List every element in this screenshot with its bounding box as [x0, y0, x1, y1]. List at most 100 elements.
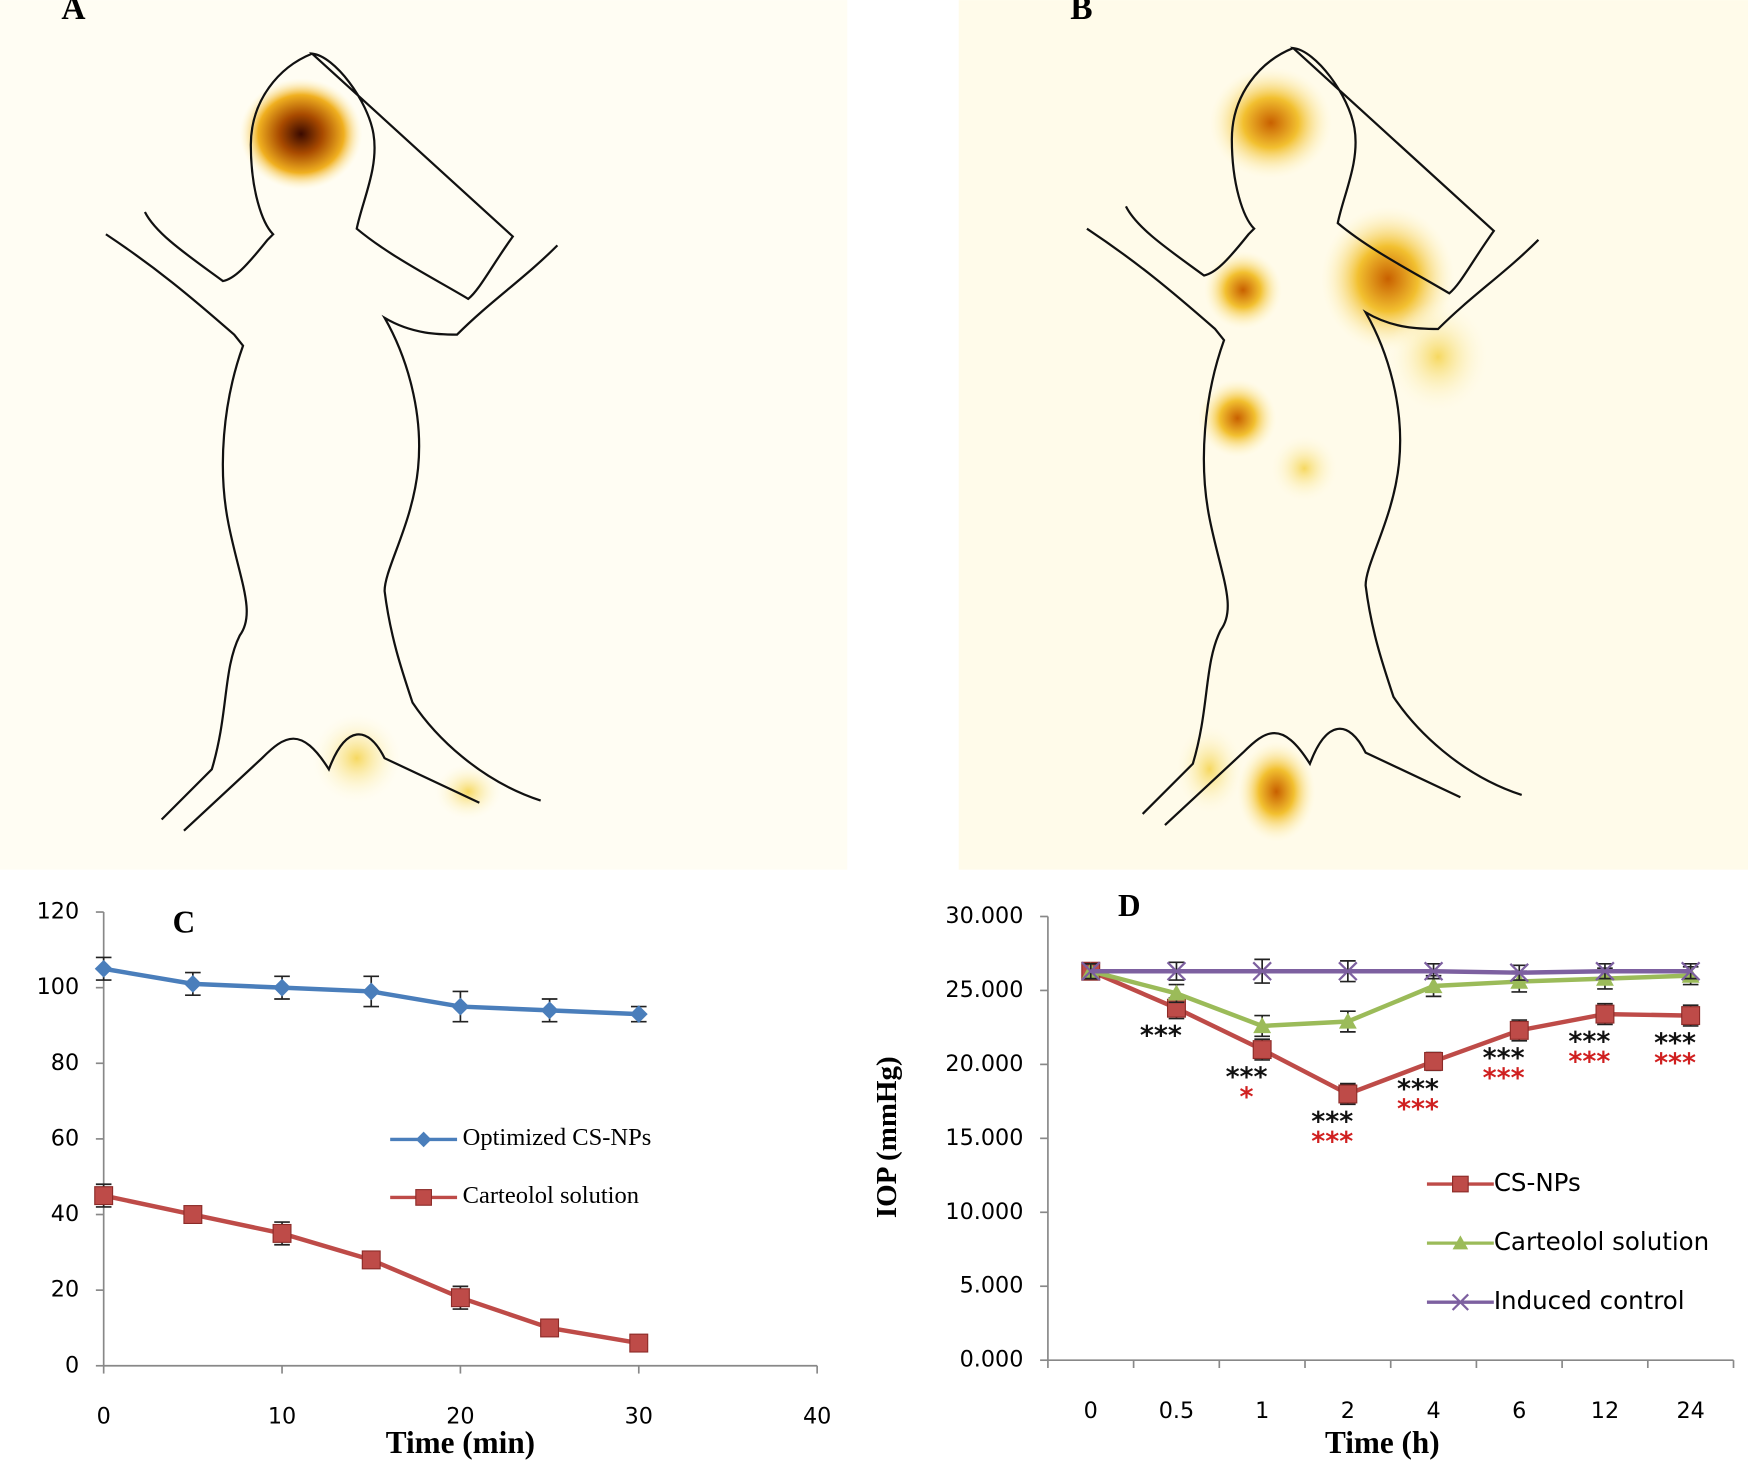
- y-tick-label: 20: [51, 1277, 79, 1303]
- marker: [183, 1205, 203, 1224]
- y-tick-label: 100: [37, 974, 80, 1000]
- panel-label: A: [61, 0, 85, 27]
- marker: [1595, 961, 1615, 981]
- marker: [1595, 1004, 1615, 1024]
- x-tick-label: 24: [1676, 1398, 1704, 1424]
- y-tick-label: 15.000: [945, 1125, 1023, 1151]
- marker: [362, 982, 381, 1001]
- marker: [1681, 1006, 1701, 1026]
- significance-mark: ***: [1397, 1074, 1439, 1105]
- spot: [434, 763, 502, 820]
- significance-mark: ***: [1397, 1094, 1439, 1125]
- panel-a-image: [0, 0, 848, 870]
- marker: [1166, 961, 1187, 981]
- chart-title: C: [173, 905, 196, 940]
- x-tick-label: 1: [1255, 1398, 1269, 1424]
- significance-mark: ***: [1311, 1106, 1353, 1137]
- hot-spot: [239, 78, 363, 190]
- spot: [1209, 67, 1333, 179]
- spot: [1198, 379, 1277, 458]
- x-tick-label: 10: [268, 1404, 296, 1430]
- series-line: [1089, 969, 1691, 1097]
- marker: [415, 1189, 432, 1206]
- x-tick-label: 12: [1591, 1398, 1619, 1424]
- marker: [1680, 961, 1701, 981]
- significance-mark: ***: [1654, 1028, 1696, 1059]
- y-tick-label: 10.000: [945, 1199, 1023, 1225]
- marker: [1253, 1017, 1272, 1034]
- marker: [1338, 961, 1358, 981]
- marker: [540, 1318, 560, 1338]
- marker: [361, 1250, 381, 1270]
- significance-mark: ***: [1483, 1043, 1525, 1074]
- y-axis-label: IOP (mmHg): [871, 1056, 903, 1218]
- significance-mark: ***: [1568, 1027, 1610, 1058]
- spot: [312, 713, 402, 803]
- y-tick-label: 80: [51, 1050, 79, 1076]
- y-tick-label: 25.000: [945, 977, 1023, 1003]
- y-tick-label: 5.000: [960, 1273, 1024, 1299]
- spot: [1176, 724, 1243, 814]
- marker: [183, 974, 202, 993]
- image-background: [0, 0, 848, 870]
- x-tick-label: 0.5: [1159, 1398, 1194, 1424]
- x-tick-label: 2: [1341, 1398, 1355, 1424]
- y-tick-label: 120: [37, 899, 80, 925]
- marker: [1451, 1293, 1469, 1311]
- marker: [1509, 962, 1529, 983]
- spot: [1387, 301, 1489, 413]
- significance-mark: ***: [1140, 1021, 1182, 1052]
- chart-title: D: [1118, 888, 1141, 923]
- marker: [1081, 961, 1101, 981]
- spot: [1203, 250, 1283, 330]
- legend-label: Carteolol solution: [1494, 1227, 1709, 1256]
- marker: [1452, 1235, 1469, 1250]
- y-tick-label: 0.000: [960, 1347, 1024, 1373]
- legend-label: Induced control: [1494, 1286, 1685, 1315]
- x-tick-label: 40: [803, 1404, 831, 1430]
- panel-label: B: [1070, 0, 1092, 27]
- image-background: [958, 0, 1748, 870]
- marker: [540, 1001, 559, 1020]
- marker: [629, 1005, 648, 1024]
- significance-mark: ***: [1568, 1047, 1610, 1078]
- y-tick-label: 30.000: [945, 903, 1023, 929]
- significance-mark: ***: [1226, 1062, 1268, 1093]
- x-tick-label: 0: [1084, 1398, 1098, 1424]
- legend-label: Optimized CS-NPs: [463, 1124, 652, 1151]
- significance-mark: ***: [1654, 1048, 1696, 1079]
- marker: [272, 1223, 292, 1243]
- marker: [415, 1131, 432, 1148]
- marker: [1252, 961, 1272, 981]
- series-line: [1090, 968, 1691, 975]
- x-axis-label: Time (min): [386, 1425, 535, 1460]
- marker: [1167, 984, 1186, 1001]
- marker: [1452, 1175, 1469, 1193]
- legend-label: CS-NPs: [1494, 1168, 1581, 1197]
- x-tick-label: 4: [1426, 1398, 1440, 1424]
- marker: [1424, 977, 1443, 994]
- marker: [1252, 1040, 1272, 1060]
- marker: [94, 1186, 114, 1206]
- spot: [1237, 741, 1316, 842]
- y-tick-label: 0: [65, 1352, 79, 1378]
- significance-mark: *: [1240, 1082, 1254, 1113]
- y-tick-label: 60: [51, 1125, 79, 1151]
- marker: [94, 959, 113, 978]
- x-axis-label: Time (h): [1325, 1425, 1440, 1460]
- series-line: [1090, 969, 1691, 1029]
- marker: [1338, 1012, 1357, 1029]
- x-tick-label: 20: [446, 1404, 474, 1430]
- marker: [1423, 961, 1444, 981]
- significance-mark: ***: [1483, 1063, 1525, 1094]
- legend-label: Carteolol solution: [463, 1182, 639, 1209]
- marker: [451, 997, 470, 1016]
- marker: [273, 978, 291, 997]
- y-tick-label: 20.000: [945, 1051, 1023, 1077]
- x-tick-label: 30: [625, 1404, 653, 1430]
- x-tick-label: 6: [1512, 1398, 1526, 1424]
- marker: [450, 1288, 470, 1308]
- marker: [629, 1333, 649, 1353]
